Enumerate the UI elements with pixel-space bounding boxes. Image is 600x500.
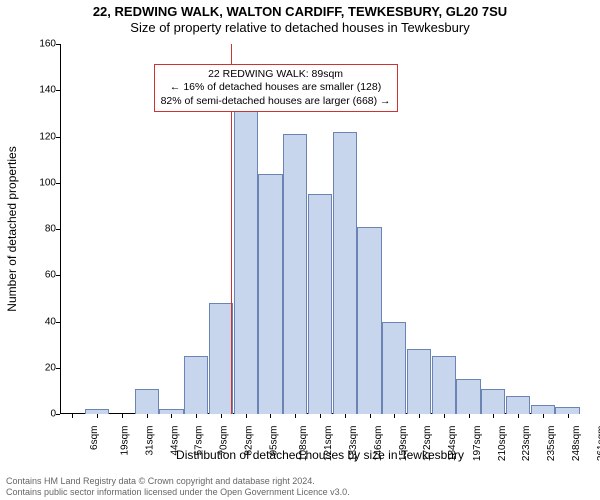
- xtick: [97, 414, 98, 418]
- bar: [555, 407, 579, 414]
- bar: [283, 134, 307, 414]
- xtick-label: 6sqm: [89, 426, 100, 450]
- chart-area: 0204060801001201401606sqm19sqm31sqm44sqm…: [60, 44, 580, 414]
- xtick: [345, 414, 346, 418]
- xtick: [493, 414, 494, 418]
- xtick-label: 31sqm: [144, 426, 155, 456]
- x-axis-label: Distribution of detached houses by size …: [176, 448, 464, 462]
- bar: [456, 379, 480, 414]
- bar: [531, 405, 555, 414]
- ytick: [56, 90, 60, 91]
- subtitle: Size of property relative to detached ho…: [0, 19, 600, 35]
- xtick: [295, 414, 296, 418]
- xtick: [171, 414, 172, 418]
- xtick: [370, 414, 371, 418]
- ytick-label: 0: [30, 409, 56, 420]
- ytick-label: 40: [30, 316, 56, 327]
- xtick-label: 19sqm: [120, 426, 131, 456]
- xtick: [518, 414, 519, 418]
- xtick-label: 261sqm: [596, 426, 600, 462]
- bar: [308, 194, 332, 414]
- xtick: [122, 414, 123, 418]
- xtick-label: 223sqm: [521, 426, 532, 462]
- ytick-label: 80: [30, 224, 56, 235]
- bar: [432, 356, 456, 414]
- ytick-label: 120: [30, 131, 56, 142]
- ytick: [56, 183, 60, 184]
- bar: [135, 389, 159, 414]
- annotation-line: ← 16% of detached houses are smaller (12…: [161, 81, 391, 94]
- xtick: [270, 414, 271, 418]
- xtick: [221, 414, 222, 418]
- xtick: [469, 414, 470, 418]
- bar: [209, 303, 233, 414]
- xtick-label: 197sqm: [472, 426, 483, 462]
- ytick-label: 140: [30, 85, 56, 96]
- bar: [184, 356, 208, 414]
- title: 22, REDWING WALK, WALTON CARDIFF, TEWKES…: [0, 0, 600, 19]
- xtick: [246, 414, 247, 418]
- xtick: [568, 414, 569, 418]
- xtick: [196, 414, 197, 418]
- xtick: [320, 414, 321, 418]
- annotation-line: 22 REDWING WALK: 89sqm: [161, 68, 391, 81]
- xtick-label: 210sqm: [497, 426, 508, 462]
- xtick: [72, 414, 73, 418]
- plot: 0204060801001201401606sqm19sqm31sqm44sqm…: [60, 44, 580, 414]
- ytick-label: 100: [30, 177, 56, 188]
- ytick: [56, 229, 60, 230]
- ytick: [56, 275, 60, 276]
- y-axis: [60, 44, 61, 414]
- ytick-label: 60: [30, 270, 56, 281]
- bar: [258, 174, 282, 415]
- bar: [506, 396, 530, 415]
- xtick: [147, 414, 148, 418]
- annotation-line: 82% of semi-detached houses are larger (…: [161, 95, 391, 108]
- bar: [357, 227, 381, 414]
- xtick: [394, 414, 395, 418]
- bar: [234, 111, 258, 414]
- xtick: [543, 414, 544, 418]
- ytick: [56, 368, 60, 369]
- footer-line2: Contains public sector information licen…: [6, 487, 350, 498]
- bar: [333, 132, 357, 414]
- footer: Contains HM Land Registry data © Crown c…: [6, 476, 350, 498]
- ytick-label: 160: [30, 39, 56, 50]
- annotation-box: 22 REDWING WALK: 89sqm← 16% of detached …: [154, 64, 398, 111]
- y-axis-label: Number of detached properties: [5, 146, 19, 311]
- ytick: [56, 137, 60, 138]
- bar: [407, 349, 431, 414]
- ytick: [56, 414, 60, 415]
- bar: [481, 389, 505, 414]
- xtick: [444, 414, 445, 418]
- ytick-label: 20: [30, 362, 56, 373]
- bar: [382, 322, 406, 415]
- xtick-label: 248sqm: [571, 426, 582, 462]
- footer-line1: Contains HM Land Registry data © Crown c…: [6, 476, 350, 487]
- xtick-label: 235sqm: [546, 426, 557, 462]
- ytick: [56, 322, 60, 323]
- ytick: [56, 44, 60, 45]
- xtick: [419, 414, 420, 418]
